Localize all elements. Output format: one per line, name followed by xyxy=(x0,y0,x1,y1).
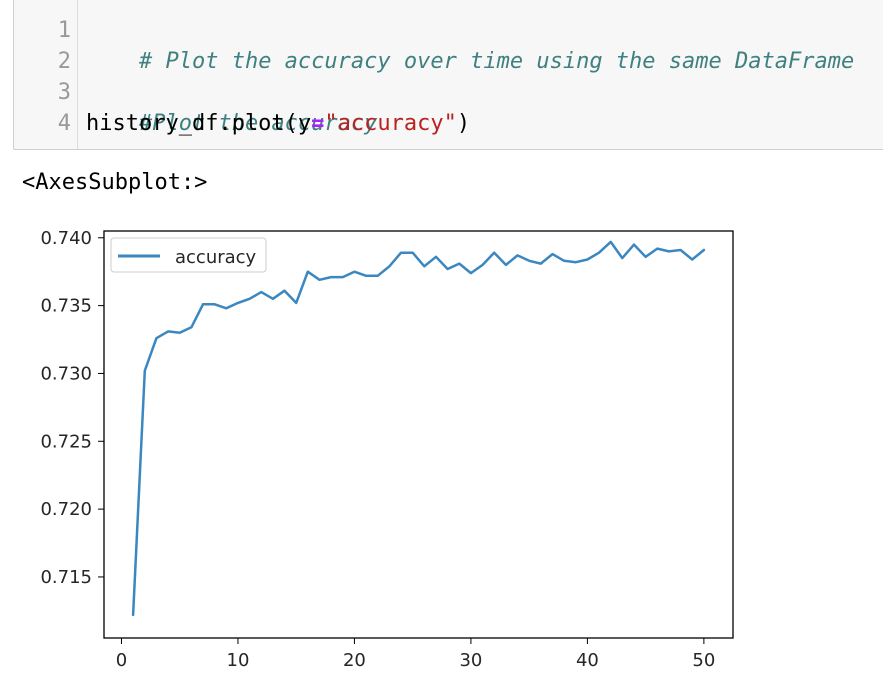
line-chart: 0 10 20 30 40 50 0.7150.7200.7250.7300.7350.7… xyxy=(40,228,734,671)
x-tick-label: 40 xyxy=(576,650,599,671)
code-string: "accuracy" xyxy=(324,111,457,136)
code-line-3[interactable]: #Plot the accuracy xyxy=(86,77,377,170)
y-tick-label: 0.715 xyxy=(40,567,92,588)
line-number-gutter: 1 2 3 4 xyxy=(14,0,78,149)
code-line-1[interactable]: # Plot the accuracy over time using the … xyxy=(86,15,854,108)
code-comment: #Plot the accuracy xyxy=(138,111,378,136)
y-tick-label: 0.730 xyxy=(40,363,92,384)
code-line-2[interactable] xyxy=(86,46,99,77)
output-repr: <AxesSubplot:> xyxy=(22,170,208,195)
x-tick-label: 30 xyxy=(459,650,482,671)
line-number: 2 xyxy=(57,49,71,74)
line-number: 4 xyxy=(57,111,71,136)
code-close-paren: ) xyxy=(456,111,471,136)
series-line-accuracy xyxy=(131,240,706,617)
legend-label: accuracy xyxy=(175,247,257,268)
chart-legend: accuracy xyxy=(110,237,267,273)
x-tick-label: 20 xyxy=(343,650,366,671)
code-cell[interactable]: 1 2 3 4 # Plot the accuracy over time us… xyxy=(13,0,883,150)
x-tick-label: 50 xyxy=(692,650,715,671)
y-tick-label: 0.725 xyxy=(40,431,92,452)
legend-box xyxy=(110,237,267,273)
code-comment: # Plot the accuracy over time using the … xyxy=(138,49,855,74)
y-axis-ticks: 0.715 0.720 0.725 0.730 0.735 0.740 xyxy=(40,228,104,588)
code-line-4[interactable]: history_df.plot(y="accuracy") xyxy=(86,108,470,139)
code-call: history_df.plot(y xyxy=(86,111,312,136)
line-number: 3 xyxy=(57,80,71,105)
y-tick-label: 0.720 xyxy=(40,499,92,520)
plot-frame xyxy=(103,230,734,639)
x-axis-ticks: 0 10 20 30 40 50 xyxy=(116,638,715,671)
x-tick-label: 10 xyxy=(227,650,250,671)
line-number: 1 xyxy=(57,18,71,43)
x-tick-label: 0 xyxy=(116,650,127,671)
y-tick-label: 0.735 xyxy=(40,296,92,317)
code-operator: = xyxy=(311,111,325,136)
y-tick-label: 0.740 xyxy=(40,228,92,249)
